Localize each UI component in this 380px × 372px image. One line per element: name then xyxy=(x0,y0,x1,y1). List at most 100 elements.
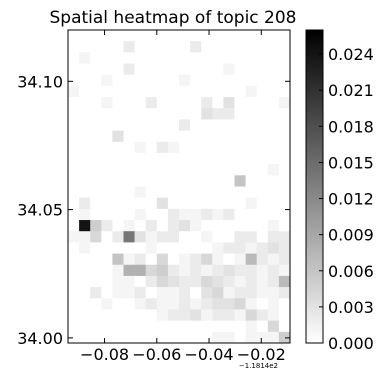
heatmap-cell xyxy=(167,186,180,198)
heatmap-cell xyxy=(267,208,280,221)
heatmap-cell xyxy=(68,175,80,187)
heatmap-cell xyxy=(167,298,180,310)
heatmap-cell xyxy=(112,108,124,120)
heatmap-cell xyxy=(201,175,213,187)
heatmap-cell xyxy=(90,164,102,176)
heatmap-cell xyxy=(101,30,113,42)
heatmap-cell xyxy=(190,175,202,187)
heatmap-cell xyxy=(190,320,202,333)
heatmap-cell xyxy=(112,186,124,198)
heatmap-cell xyxy=(179,108,191,120)
heatmap-cell xyxy=(123,164,135,176)
heatmap-cell xyxy=(167,264,180,277)
heatmap-cell xyxy=(123,52,135,64)
heatmap-cell xyxy=(190,119,202,131)
heatmap-cell xyxy=(245,30,257,42)
heatmap-cell xyxy=(256,63,269,76)
heatmap-cell xyxy=(90,175,102,187)
heatmap-cell xyxy=(278,331,291,344)
heatmap-cell xyxy=(256,320,269,333)
heatmap-cell xyxy=(123,242,135,254)
heatmap-cell xyxy=(179,287,191,299)
heatmap-cell xyxy=(112,275,124,288)
heatmap-cell xyxy=(134,108,146,120)
heatmap-cell xyxy=(256,97,269,109)
heatmap-cell xyxy=(190,30,202,42)
heatmap-cell xyxy=(234,331,246,344)
heatmap-cell xyxy=(90,208,102,221)
heatmap-cell xyxy=(179,97,191,109)
heatmap-cell xyxy=(223,197,235,210)
heatmap-cell xyxy=(212,253,224,266)
heatmap-cell xyxy=(212,108,224,120)
heatmap-cell xyxy=(223,74,235,87)
colorbar-axis: 0.000 0.003 0.006 0.009 0.012 0.015 0.018 0.021… xyxy=(319,45,374,353)
heatmap-cell xyxy=(90,85,102,98)
heatmap-cell xyxy=(79,186,91,198)
heatmap-cell xyxy=(267,130,280,143)
heatmap-cell xyxy=(256,85,269,98)
heatmap-cell xyxy=(79,309,91,321)
heatmap-cell xyxy=(123,85,135,98)
heatmap-cell xyxy=(79,175,91,187)
heatmap-cell xyxy=(123,231,135,243)
heatmap-cell xyxy=(101,309,113,321)
heatmap-cell xyxy=(245,242,257,254)
heatmap-cell xyxy=(179,197,191,210)
heatmap-cell xyxy=(201,220,213,232)
heatmap-cell xyxy=(179,30,191,42)
heatmap-cell xyxy=(179,264,191,277)
heatmap-cell xyxy=(167,253,180,266)
heatmap-cell xyxy=(123,41,135,53)
heatmap-cell xyxy=(156,97,169,109)
y-tick-label: 34.10 xyxy=(17,72,63,91)
heatmap-cell xyxy=(190,164,202,176)
heatmap-cell xyxy=(68,41,80,53)
heatmap-cell xyxy=(145,41,158,53)
heatmap-cell xyxy=(267,63,280,76)
heatmap-cell xyxy=(79,141,91,154)
heatmap-cell xyxy=(123,331,135,344)
heatmap-cell xyxy=(79,152,91,165)
heatmap-cell xyxy=(234,264,246,277)
heatmap-cell xyxy=(245,298,257,310)
heatmap-cell xyxy=(145,197,158,210)
heatmap-cell xyxy=(112,287,124,299)
heatmap-cell xyxy=(90,197,102,210)
heatmap-cell xyxy=(101,197,113,210)
heatmap-cell xyxy=(234,242,246,254)
heatmap-cell xyxy=(179,275,191,288)
heatmap-cell xyxy=(156,152,169,165)
heatmap-cell xyxy=(190,41,202,53)
colorbar-tick-label: 0.018 xyxy=(328,117,374,136)
heatmap-cell xyxy=(134,287,146,299)
x-tick-label: −0.08 xyxy=(80,345,129,364)
heatmap-cell xyxy=(256,253,269,266)
heatmap-cell xyxy=(90,309,102,321)
heatmap-cell xyxy=(256,52,269,64)
heatmap-cell xyxy=(267,141,280,154)
heatmap-cell xyxy=(134,152,146,165)
heatmap-cell xyxy=(267,231,280,243)
heatmap-cell xyxy=(256,152,269,165)
heatmap-cell xyxy=(145,208,158,221)
x-offset-label: −1.1814e2 xyxy=(239,362,278,370)
heatmap-cell xyxy=(134,275,146,288)
heatmap-cell xyxy=(167,220,180,232)
heatmap-cell xyxy=(234,164,246,176)
heatmap-cell xyxy=(101,175,113,187)
heatmap-cell xyxy=(145,242,158,254)
heatmap-cell xyxy=(79,63,91,76)
heatmap-cell xyxy=(179,231,191,243)
heatmap-cell xyxy=(134,141,146,154)
heatmap-cell xyxy=(212,30,224,42)
heatmap-cell xyxy=(223,220,235,232)
heatmap-cell xyxy=(145,331,158,344)
heatmap-cell xyxy=(123,175,135,187)
heatmap-cell xyxy=(167,74,180,87)
heatmap-cell xyxy=(123,63,135,76)
heatmap-cell xyxy=(212,264,224,277)
x-tick-label: −0.02 xyxy=(237,345,286,364)
heatmap-cell xyxy=(112,119,124,131)
